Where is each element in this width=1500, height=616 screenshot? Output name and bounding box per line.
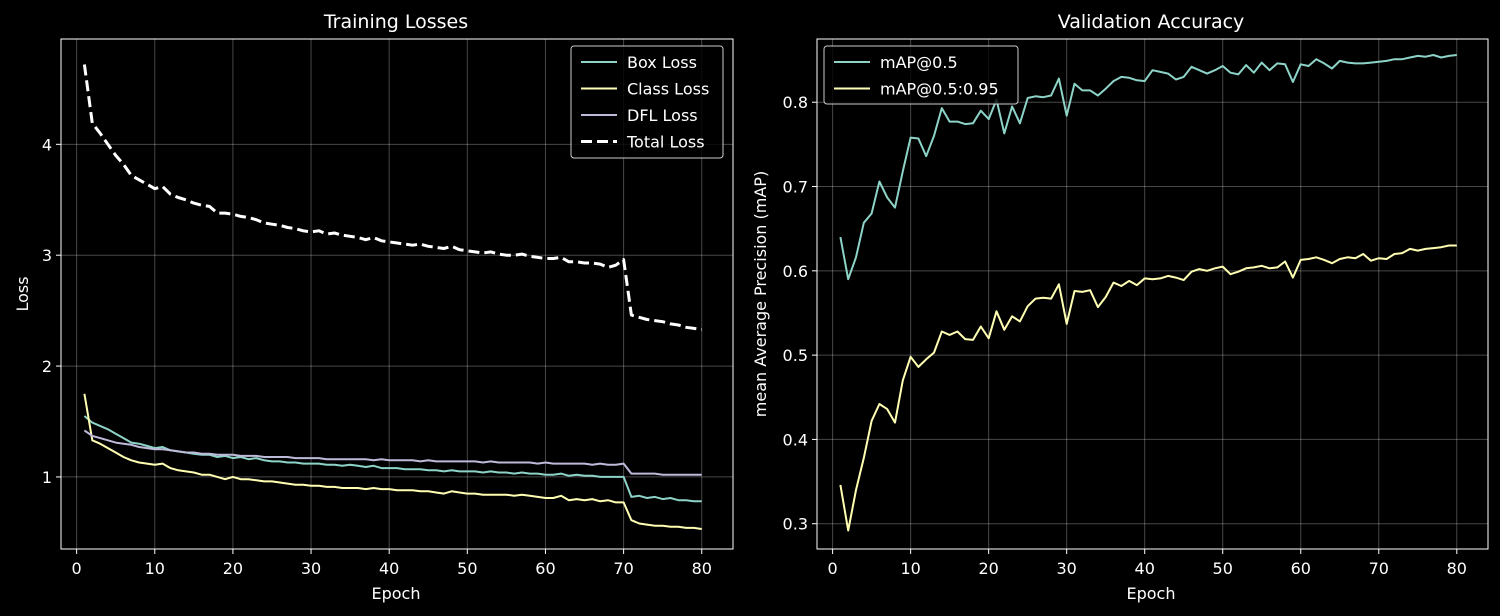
- x-tick-label: 30: [1056, 559, 1076, 578]
- x-tick-label: 60: [535, 559, 555, 578]
- y-tick-label: 4: [42, 135, 52, 154]
- legend: mAP@0.5 mAP@0.5:0.95: [823, 45, 1019, 105]
- y-tick-label: 0.4: [783, 430, 808, 449]
- y-tick-label: 0.5: [783, 346, 808, 365]
- legend-box: [823, 45, 1019, 105]
- x-tick-label: 80: [1447, 559, 1467, 578]
- legend-entries: mAP@0.5 mAP@0.5:0.95: [834, 53, 999, 99]
- series-line-map-0-5: [839, 54, 1457, 281]
- plot-frame: [816, 38, 1489, 550]
- plot-lines: [82, 64, 702, 530]
- plot-frame: [60, 38, 734, 550]
- legend-label: Class Loss: [627, 80, 709, 99]
- y-ticks: 0.3 0.4 0.5 0.6 0.7 0.8: [783, 93, 817, 534]
- validation-accuracy-chart: Validation Accuracy 0 10 20 30 40 50 60 70 80 0.…: [751, 11, 1489, 603]
- legend-label: DFL Loss: [627, 106, 698, 125]
- y-tick-label: 0.7: [783, 178, 808, 197]
- legend-label: mAP@0.5: [880, 53, 958, 72]
- x-tick-label: 30: [301, 559, 321, 578]
- x-ticks: 0 10 20 30 40 50 60 70 80: [828, 549, 1467, 578]
- series-line-total-loss: [82, 64, 702, 331]
- x-tick-label: 10: [145, 559, 165, 578]
- x-tick-label: 0: [72, 559, 82, 578]
- x-tick-label: 50: [457, 559, 477, 578]
- x-tick-label: 60: [1291, 559, 1311, 578]
- x-tick-label: 70: [613, 559, 633, 578]
- chart-title: Validation Accuracy: [1058, 11, 1245, 33]
- y-tick-label: 0.3: [783, 515, 808, 534]
- y-tick-label: 3: [42, 246, 52, 265]
- x-axis-label: Epoch: [372, 584, 421, 603]
- x-tick-label: 80: [692, 559, 712, 578]
- x-ticks: 0 10 20 30 40 50 60 70 80: [72, 549, 712, 578]
- x-axis-label: Epoch: [1127, 584, 1176, 603]
- y-ticks: 1 2 3 4: [42, 135, 61, 487]
- x-tick-label: 40: [1135, 559, 1155, 578]
- x-tick-label: 40: [379, 559, 399, 578]
- x-tick-label: 20: [978, 559, 998, 578]
- series-line-map-0-5-0-95: [839, 244, 1457, 532]
- chart-title: Training Losses: [323, 11, 468, 33]
- legend-label: mAP@0.5:0.95: [880, 80, 999, 99]
- series-line-dfl-loss: [83, 429, 702, 476]
- x-tick-label: 50: [1213, 559, 1233, 578]
- x-tick-label: 20: [223, 559, 243, 578]
- legend-label: Box Loss: [627, 53, 697, 72]
- y-axis-label: Loss: [13, 276, 32, 311]
- x-tick-label: 0: [828, 559, 838, 578]
- legend: Box Loss Class Loss DFL Loss Total Loss: [570, 45, 724, 159]
- y-tick-label: 0.8: [783, 93, 808, 112]
- y-tick-label: 1: [42, 468, 52, 487]
- legend-label: Total Loss: [626, 133, 705, 152]
- legend-entries: Box Loss Class Loss DFL Loss Total Loss: [581, 53, 709, 152]
- legend-box: [570, 45, 724, 159]
- y-tick-label: 0.6: [783, 262, 808, 281]
- training-losses-chart: Training Losses 0 10 20 30 40 50 60 70 80 1 2 3 4 E…: [13, 11, 734, 603]
- x-tick-label: 10: [900, 559, 920, 578]
- y-axis-label: mean Average Precision (mAP): [751, 171, 770, 417]
- x-tick-label: 70: [1369, 559, 1389, 578]
- y-tick-label: 2: [42, 357, 52, 376]
- plot-lines: [839, 54, 1457, 532]
- series-line-class-loss: [83, 393, 702, 530]
